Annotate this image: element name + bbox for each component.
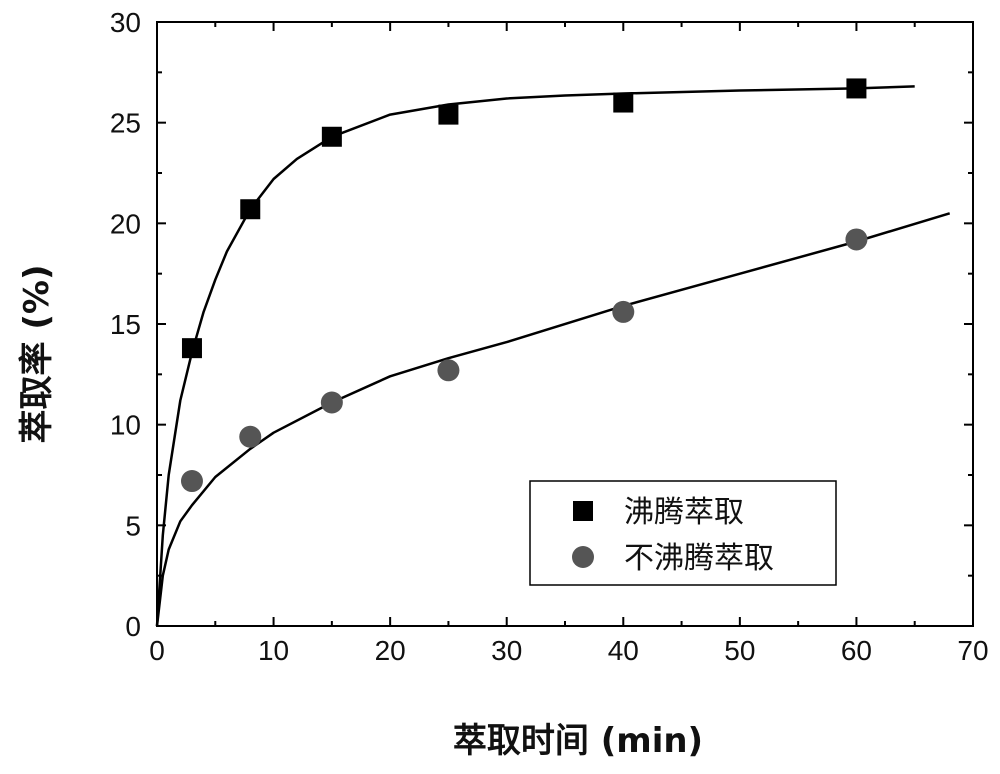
y-tick-label: 30 xyxy=(110,7,141,38)
x-axis-title: 萃取时间 (min) xyxy=(453,721,703,761)
data-point-boiling xyxy=(846,78,867,99)
data-point-boiling xyxy=(613,92,634,113)
data-point-boiling xyxy=(321,126,342,147)
data-point-non-boiling xyxy=(239,425,262,448)
y-tick-label: 10 xyxy=(110,410,141,441)
y-tick-label: 25 xyxy=(110,108,141,139)
y-tick-label: 5 xyxy=(125,510,141,541)
data-point-non-boiling xyxy=(845,228,868,251)
data-point-boiling xyxy=(240,199,261,220)
x-tick-label: 60 xyxy=(841,635,872,666)
y-tick-label: 20 xyxy=(110,208,141,239)
x-tick-label: 10 xyxy=(258,635,289,666)
x-tick-label: 70 xyxy=(957,635,988,666)
y-tick-label: 0 xyxy=(125,611,141,642)
legend-marker-non-boiling xyxy=(572,546,594,568)
x-tick-label: 30 xyxy=(491,635,522,666)
x-tick-label: 20 xyxy=(375,635,406,666)
axes: 0 10 20 30 40 50 60 70 0 5 10 15 20 25 30 xyxy=(110,7,989,666)
fit-curve-non-boiling xyxy=(155,212,951,627)
x-tick-label: 40 xyxy=(608,635,639,666)
legend-label-boiling: 沸腾萃取 xyxy=(624,495,744,530)
y-tick-label: 15 xyxy=(110,309,141,340)
data-point-boiling xyxy=(438,104,459,125)
data-point-boiling xyxy=(181,338,202,359)
legend-marker-boiling xyxy=(573,501,593,521)
data-point-non-boiling xyxy=(320,391,343,414)
x-tick-label: 0 xyxy=(149,635,165,666)
legend-label-non-boiling: 不沸腾萃取 xyxy=(624,541,774,576)
x-tick-label: 50 xyxy=(724,635,755,666)
plot-area xyxy=(155,78,951,627)
data-point-non-boiling xyxy=(437,359,460,382)
data-point-non-boiling xyxy=(612,300,635,323)
data-point-non-boiling xyxy=(180,470,203,493)
y-axis-title: 萃取率 (%) xyxy=(17,265,57,444)
